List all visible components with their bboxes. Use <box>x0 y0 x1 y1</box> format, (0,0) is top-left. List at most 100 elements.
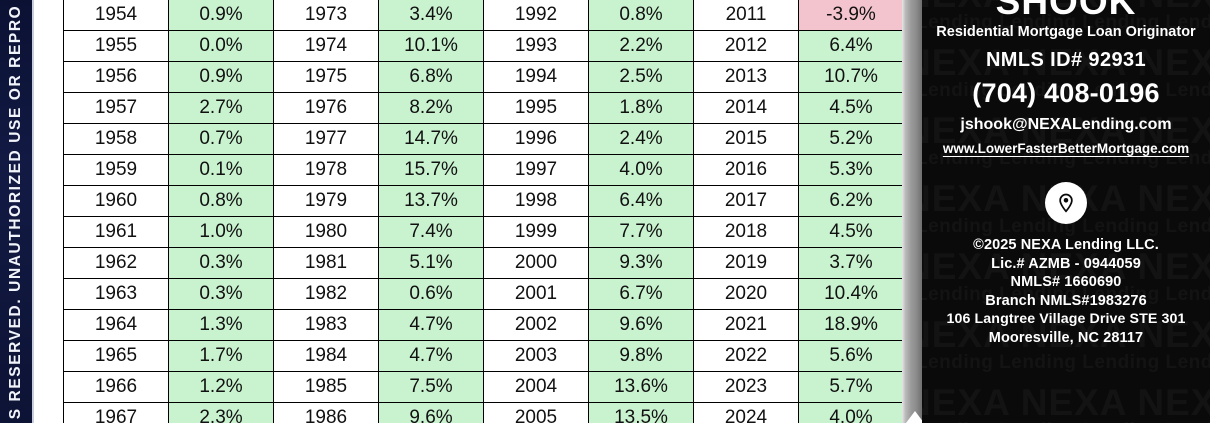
table-cell-year: 2019 <box>693 247 799 279</box>
table-cell-year: 1976 <box>273 92 379 124</box>
table-cell-rate-negative: -3.9% <box>798 0 902 31</box>
table-cell-year: 1978 <box>273 154 379 186</box>
table-cell-rate-positive: 13.5% <box>588 402 694 423</box>
table-row: 1955 0.0% 1974 10.1% 1993 2.2% 2012 6.4% <box>63 30 902 62</box>
table-cell-year: 1998 <box>483 185 589 217</box>
table-cell-year: 1980 <box>273 216 379 248</box>
table-cell-rate-positive: 9.6% <box>378 402 484 423</box>
table-cell-year: 1993 <box>483 30 589 62</box>
table-cell-rate-positive: 13.6% <box>588 371 694 403</box>
brand-nmls-id: NMLS ID# 92931 <box>985 49 1147 71</box>
table-cell-rate-positive: 6.7% <box>588 278 694 310</box>
table-cell-year: 1984 <box>273 340 379 372</box>
table-cell-rate-positive: 2.2% <box>588 30 694 62</box>
brand-job-title: Residential Mortgage Loan Originator <box>936 24 1196 40</box>
home-appreciation-rate-table: 1954 0.9% 1973 3.4% 1992 0.8% 2011 -3.9% 1955 0.0… <box>63 0 902 423</box>
table-cell-year: 1977 <box>273 123 379 155</box>
table-cell-year: 1960 <box>63 185 169 217</box>
table-row: 1962 0.3% 1981 5.1% 2000 9.3% 2019 3.7% <box>63 247 902 279</box>
table-row: 1966 1.2% 1985 7.5% 2004 13.6% 2023 5.7% <box>63 371 902 403</box>
legal-nmls: NMLS# 1660690 <box>1010 274 1122 290</box>
table-cell-year: 2013 <box>693 61 799 93</box>
table-row: 1961 1.0% 1980 7.4% 1999 7.7% 2018 4.5% <box>63 216 902 248</box>
table-cell-year: 1986 <box>273 402 379 423</box>
location-pin-icon <box>1045 182 1087 224</box>
table-cell-rate-positive: 1.7% <box>168 340 274 372</box>
brand-phone-number[interactable]: (704) 408-0196 <box>972 78 1160 108</box>
table-cell-rate-positive: 0.8% <box>168 185 274 217</box>
table-cell-year: 2015 <box>693 123 799 155</box>
table-cell-rate-positive: 8.2% <box>378 92 484 124</box>
table-cell-rate-positive: 4.7% <box>378 309 484 341</box>
table-cell-rate-positive: 10.4% <box>798 278 902 310</box>
table-cell-rate-positive: 13.7% <box>378 185 484 217</box>
watermark-text: Lending Lending Lending Lending <box>922 352 1210 373</box>
table-cell-year: 2004 <box>483 371 589 403</box>
copyright-sidebar: S RESERVED. UNAUTHORIZED USE OR REPRO <box>0 0 34 423</box>
table-cell-year: 1966 <box>63 371 169 403</box>
table-cell-year: 1995 <box>483 92 589 124</box>
table-cell-rate-positive: 5.3% <box>798 154 902 186</box>
table-cell-rate-positive: 9.8% <box>588 340 694 372</box>
table-cell-year: 1982 <box>273 278 379 310</box>
table-cell-rate-positive: 2.3% <box>168 402 274 423</box>
table-cell-year: 1956 <box>63 61 169 93</box>
table-cell-year: 2018 <box>693 216 799 248</box>
table-cell-year: 2002 <box>483 309 589 341</box>
table-cell-rate-positive: 4.0% <box>588 154 694 186</box>
table-cell-rate-positive: 9.3% <box>588 247 694 279</box>
table-cell-rate-positive: 3.4% <box>378 0 484 31</box>
table-cell-year: 1974 <box>273 30 379 62</box>
table-cell-rate-positive: 0.3% <box>168 278 274 310</box>
table-cell-rate-positive: 1.3% <box>168 309 274 341</box>
brand-website-link[interactable]: www.LowerFasterBetterMortgage.com <box>942 141 1190 156</box>
table-cell-year: 2020 <box>693 278 799 310</box>
table-cell-year: 1965 <box>63 340 169 372</box>
table-cell-year: 2021 <box>693 309 799 341</box>
table-cell-rate-positive: 6.8% <box>378 61 484 93</box>
table-cell-year: 2022 <box>693 340 799 372</box>
table-cell-rate-positive: 0.8% <box>588 0 694 31</box>
table-cell-rate-positive: 5.7% <box>798 371 902 403</box>
table-cell-rate-positive: 10.7% <box>798 61 902 93</box>
table-cell-rate-positive: 2.4% <box>588 123 694 155</box>
table-cell-year: 1985 <box>273 371 379 403</box>
table-cell-rate-positive: 6.2% <box>798 185 902 217</box>
table-cell-rate-positive: 6.4% <box>588 185 694 217</box>
brand-email-address[interactable]: jshook@NEXALending.com <box>960 116 1172 133</box>
table-cell-year: 2023 <box>693 371 799 403</box>
table-cell-year: 2001 <box>483 278 589 310</box>
table-row: 1956 0.9% 1975 6.8% 1994 2.5% 2013 10.7% <box>63 61 902 93</box>
copyright-vertical-text: S RESERVED. UNAUTHORIZED USE OR REPRO <box>7 4 24 419</box>
table-cell-year: 1954 <box>63 0 169 31</box>
table-cell-rate-positive: 1.0% <box>168 216 274 248</box>
table-cell-year: 1973 <box>273 0 379 31</box>
table-cell-rate-positive: 7.7% <box>588 216 694 248</box>
table-cell-year: 2014 <box>693 92 799 124</box>
table-cell-rate-positive: 5.1% <box>378 247 484 279</box>
table-cell-year: 2005 <box>483 402 589 423</box>
table-cell-year: 1975 <box>273 61 379 93</box>
table-cell-year: 1999 <box>483 216 589 248</box>
table-cell-year: 1981 <box>273 247 379 279</box>
table-cell-rate-positive: 3.7% <box>798 247 902 279</box>
brand-last-name: SHOOK <box>995 0 1137 22</box>
table-cell-year: 2012 <box>693 30 799 62</box>
table-cell-rate-positive: 14.7% <box>378 123 484 155</box>
table-cell-year: 1955 <box>63 30 169 62</box>
table-row: 1957 2.7% 1976 8.2% 1995 1.8% 2014 4.5% <box>63 92 902 124</box>
table-cell-year: 1979 <box>273 185 379 217</box>
table-cell-year: 1967 <box>63 402 169 423</box>
brand-card-content: SHOOK Residential Mortgage Loan Originat… <box>922 0 1210 347</box>
table-row: 1964 1.3% 1983 4.7% 2002 9.6% 2021 18.9% <box>63 309 902 341</box>
table-row: 1958 0.7% 1977 14.7% 1996 2.4% 2015 5.2% <box>63 123 902 155</box>
table-cell-rate-positive: 1.8% <box>588 92 694 124</box>
table-cell-year: 2003 <box>483 340 589 372</box>
table-cell-rate-positive: 1.2% <box>168 371 274 403</box>
table-cell-rate-positive: 4.5% <box>798 92 902 124</box>
table-cell-rate-positive: 0.7% <box>168 123 274 155</box>
table-cell-year: 2024 <box>693 402 799 423</box>
table-cell-year: 1996 <box>483 123 589 155</box>
table-cell-rate-positive: 4.7% <box>378 340 484 372</box>
table-cell-rate-positive: 0.0% <box>168 30 274 62</box>
